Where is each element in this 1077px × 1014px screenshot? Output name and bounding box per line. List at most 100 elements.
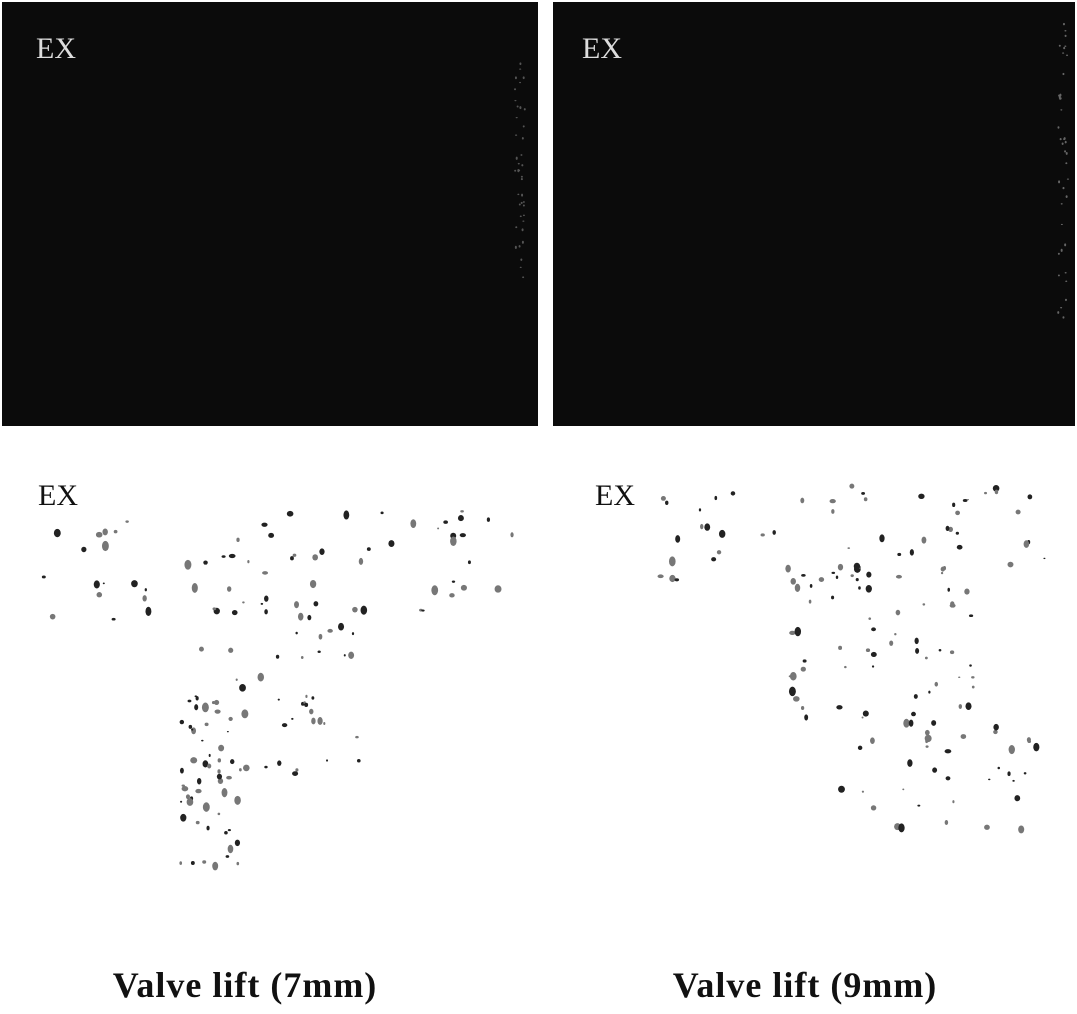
particle <box>291 717 294 720</box>
particle <box>514 76 517 80</box>
particle <box>675 535 681 543</box>
particle <box>81 546 87 553</box>
particle <box>1043 557 1046 560</box>
particle <box>343 654 346 657</box>
particle <box>450 536 457 546</box>
particle <box>861 491 866 495</box>
particle <box>218 744 225 752</box>
particle <box>956 544 963 550</box>
particle <box>102 582 105 585</box>
particle <box>1065 195 1068 198</box>
particle <box>950 601 955 607</box>
particle <box>520 154 523 156</box>
particle <box>1065 151 1068 155</box>
particle <box>290 556 294 561</box>
particle <box>894 633 897 636</box>
particle <box>309 579 317 589</box>
particle <box>515 117 518 119</box>
particle <box>228 647 234 653</box>
particle <box>668 556 676 567</box>
particle <box>968 614 974 618</box>
particle <box>1064 298 1067 302</box>
particle <box>195 788 202 794</box>
particle <box>410 519 417 529</box>
particle <box>242 764 250 772</box>
particle <box>818 577 825 582</box>
particle <box>1014 795 1021 802</box>
particle <box>1062 186 1065 190</box>
particle <box>1062 316 1065 319</box>
particle <box>947 587 951 592</box>
particle <box>660 496 666 501</box>
particle <box>1065 162 1068 165</box>
particle <box>865 648 871 653</box>
particle <box>1061 142 1064 145</box>
particle <box>460 510 464 513</box>
particle <box>443 520 448 524</box>
particle <box>239 768 242 772</box>
particle <box>191 727 197 735</box>
particle <box>307 614 312 621</box>
particle <box>863 497 868 502</box>
particle <box>102 528 108 536</box>
particle <box>808 599 812 604</box>
particle <box>486 517 491 522</box>
particle <box>669 574 676 583</box>
particle <box>297 612 304 621</box>
particle <box>785 564 791 573</box>
particle <box>988 778 991 781</box>
particle <box>903 718 910 728</box>
particle <box>868 617 872 620</box>
particle <box>1060 109 1063 111</box>
particle <box>898 823 905 833</box>
particle <box>131 580 138 588</box>
particle <box>519 62 522 66</box>
particle <box>201 702 209 713</box>
particle <box>518 169 521 172</box>
particle <box>700 523 704 530</box>
particle <box>514 245 517 249</box>
particle <box>194 704 199 711</box>
particle <box>831 571 836 574</box>
particle <box>268 532 275 538</box>
particle <box>993 723 999 731</box>
particle <box>520 201 523 204</box>
particle <box>431 585 439 596</box>
particle <box>217 758 222 763</box>
particle <box>1062 52 1065 54</box>
particle <box>494 585 502 593</box>
particle <box>952 502 956 508</box>
particle <box>844 665 847 669</box>
particle <box>866 571 872 578</box>
particle <box>1027 494 1033 500</box>
particle <box>217 769 221 774</box>
particle <box>101 540 109 552</box>
particle <box>994 489 999 495</box>
particle <box>1065 280 1068 283</box>
particle <box>236 537 240 543</box>
particle <box>958 676 961 679</box>
particle <box>965 702 972 711</box>
particle <box>521 240 524 244</box>
particle <box>1015 509 1021 515</box>
particle <box>93 580 100 589</box>
particle <box>318 633 323 640</box>
particle <box>247 559 250 564</box>
particle <box>907 759 913 767</box>
particle <box>855 577 859 582</box>
particle <box>366 547 371 551</box>
particle <box>277 760 282 766</box>
particle <box>319 548 325 556</box>
particle <box>911 711 916 717</box>
particle <box>934 681 939 687</box>
particle <box>849 483 855 489</box>
particle <box>286 510 294 517</box>
particle <box>231 609 238 616</box>
particle <box>181 786 189 792</box>
particle <box>831 595 835 600</box>
particle <box>519 106 522 110</box>
particle <box>921 536 927 544</box>
particle <box>351 632 355 636</box>
particle <box>1059 138 1062 141</box>
